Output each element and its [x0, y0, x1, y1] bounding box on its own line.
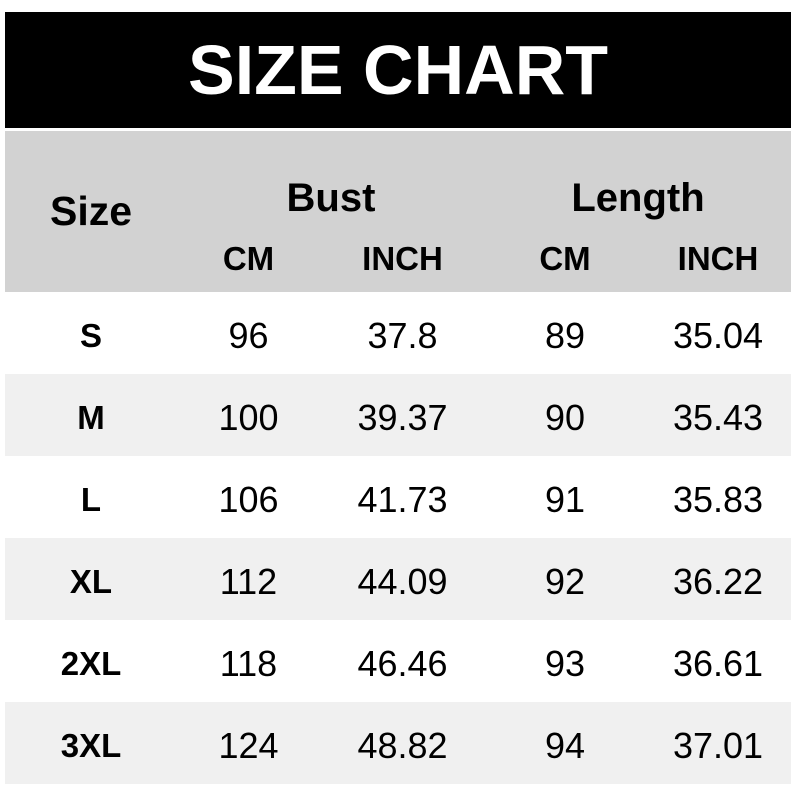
page-title: SIZE CHART [188, 31, 608, 109]
column-header-bust-inch: INCH [362, 240, 443, 277]
bust-cm-cell: 112 [219, 561, 278, 602]
spacer [5, 128, 791, 131]
length-cm-cell: 90 [544, 397, 586, 438]
bust-inch-cell: 41.73 [357, 479, 448, 520]
length-inch-cell: 35.04 [672, 315, 764, 356]
bust-inch-cell: 46.46 [357, 643, 448, 684]
table-row-2xl: 2XL 118 46.46 93 36.61 [5, 620, 791, 702]
length-cm-cell: 91 [544, 479, 586, 520]
bust-inch-cell: 37.8 [367, 315, 438, 356]
size-cell: M [77, 399, 105, 436]
column-header-length-cm: CM [539, 240, 591, 277]
table-header: Size Bust Length CM INCH CM INCH [5, 131, 791, 292]
table-row-l: L 106 41.73 91 35.83 [5, 456, 791, 538]
bust-cm-cell: 118 [219, 643, 278, 684]
banner: SIZE CHART [5, 12, 791, 128]
bust-cm-cell: 100 [218, 397, 279, 438]
column-header-bust-cm: CM [222, 240, 275, 277]
bust-cm-cell: 124 [218, 725, 279, 766]
size-cell: S [79, 317, 102, 354]
size-cell: 2XL [60, 645, 122, 682]
column-group-bust: Bust [286, 176, 376, 220]
table-row-s: S 96 37.8 89 35.04 [5, 292, 791, 374]
length-inch-cell: 36.61 [672, 643, 764, 684]
table-body: S 96 37.8 89 35.04 M 100 39.37 90 35.43 L 106 41.73 9… [5, 292, 791, 784]
size-cell: 3XL [60, 727, 122, 764]
size-cell: L [80, 481, 102, 518]
length-inch-cell: 35.83 [672, 479, 764, 520]
length-inch-cell: 36.22 [672, 561, 764, 602]
length-inch-cell: 37.01 [672, 725, 764, 766]
length-cm-cell: 93 [544, 643, 586, 684]
table-row-xl: XL 112 44.09 92 36.22 [5, 538, 791, 620]
table-row-m: M 100 39.37 90 35.43 [5, 374, 791, 456]
column-group-length: Length [571, 176, 705, 220]
length-cm-cell: 92 [544, 561, 586, 602]
bust-cm-cell: 106 [218, 479, 279, 520]
length-cm-cell: 94 [544, 725, 586, 766]
length-inch-cell: 35.43 [672, 397, 764, 438]
bust-inch-cell: 44.09 [357, 561, 448, 602]
size-cell: XL [69, 563, 113, 600]
bust-inch-cell: 48.82 [357, 725, 448, 766]
bust-inch-cell: 39.37 [357, 397, 448, 438]
column-header-size: Size [49, 188, 133, 234]
table-row-3xl: 3XL 124 48.82 94 37.01 [5, 702, 791, 784]
bust-cm-cell: 96 [228, 315, 269, 356]
length-cm-cell: 89 [544, 315, 586, 356]
column-header-length-inch: INCH [677, 240, 759, 277]
